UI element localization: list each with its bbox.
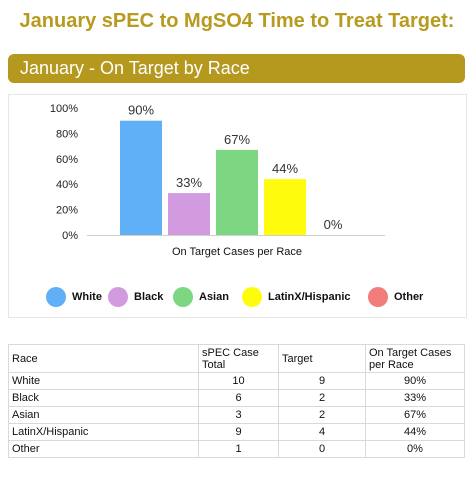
y-tick-label: 20%: [56, 205, 78, 217]
cell-race: White: [8, 372, 199, 390]
cell-race: Black: [8, 389, 199, 407]
legend-swatch: [46, 287, 66, 307]
bar-asian: [216, 149, 258, 235]
banner-label: January - On Target by Race: [20, 58, 250, 78]
bar-data-label: 90%: [128, 103, 154, 118]
legend-swatch: [173, 287, 193, 307]
bar-data-label: 33%: [176, 175, 202, 190]
legend-swatch: [368, 287, 388, 307]
cell-percent: 90%: [365, 372, 465, 390]
header-on-target-cases: On Target Cases per Race: [365, 344, 465, 373]
cell-total: 9: [198, 423, 279, 441]
cell-total: 10: [198, 372, 279, 390]
header-spec-case-total: sPEC Case Total: [198, 344, 279, 373]
legend-swatch: [108, 287, 128, 307]
cell-target: 4: [278, 423, 366, 441]
cell-percent: 33%: [365, 389, 465, 407]
y-tick-label: 80%: [56, 128, 78, 140]
table-row: White 10 9 90%: [8, 372, 465, 390]
x-axis-label: On Target Cases per Race: [172, 246, 302, 258]
cell-percent: 44%: [365, 423, 465, 441]
page-title: January sPEC to MgSO4 Time to Treat Targ…: [19, 10, 455, 32]
bar-white: [120, 120, 162, 235]
cell-target: 2: [278, 389, 366, 407]
legend-item: White: [46, 282, 102, 312]
cell-total: 3: [198, 406, 279, 424]
y-tick-label: 0%: [62, 230, 78, 242]
cell-target: 0: [278, 440, 366, 458]
legend-label: Asian: [199, 291, 229, 303]
cell-target: 9: [278, 372, 366, 390]
legend-label: Black: [134, 291, 164, 303]
cell-race: Other: [8, 440, 199, 458]
legend-item: Asian: [173, 282, 229, 312]
header-target: Target: [278, 344, 366, 373]
legend-label: LatinX/Hispanic: [268, 291, 351, 303]
bar-latinx-hispanic: [264, 179, 306, 235]
legend-item: LatinX/Hispanic: [242, 282, 351, 312]
table-row: Other 1 0 0%: [8, 440, 465, 458]
cell-total: 6: [198, 389, 279, 407]
table-header-row: Race sPEC Case Total Target On Target Ca…: [8, 344, 465, 373]
header-race: Race: [8, 344, 199, 373]
y-tick-label: 60%: [56, 154, 78, 166]
cell-percent: 67%: [365, 406, 465, 424]
table-row: LatinX/Hispanic 9 4 44%: [8, 423, 465, 441]
chart-legend: White Black Asian LatinX/Hispanic Other: [0, 282, 474, 312]
table-row: Asian 3 2 67%: [8, 406, 465, 424]
y-tick-label: 40%: [56, 179, 78, 191]
cell-target: 2: [278, 406, 366, 424]
legend-label: Other: [394, 291, 424, 303]
bar-data-label: 67%: [224, 132, 250, 147]
cell-total: 1: [198, 440, 279, 458]
bar-black: [168, 193, 210, 235]
section-banner: January - On Target by Race: [8, 54, 465, 83]
legend-item: Black: [108, 282, 163, 312]
cell-race: LatinX/Hispanic: [8, 423, 199, 441]
data-table: Race sPEC Case Total Target On Target Ca…: [8, 344, 465, 458]
cell-percent: 0%: [365, 440, 465, 458]
cell-race: Asian: [8, 406, 199, 424]
bar-data-label: 44%: [272, 161, 298, 176]
y-tick-label: 100%: [50, 103, 78, 115]
legend-swatch: [242, 287, 262, 307]
legend-label: White: [72, 291, 102, 303]
bar-chart: 0% 20% 40% 60% 80% 100% 90% 33% 67% 44% 0% On Targe…: [50, 103, 385, 258]
bar-data-label: 0%: [324, 217, 343, 232]
legend-item: Other: [368, 282, 423, 312]
table-row: Black 6 2 33%: [8, 389, 465, 407]
